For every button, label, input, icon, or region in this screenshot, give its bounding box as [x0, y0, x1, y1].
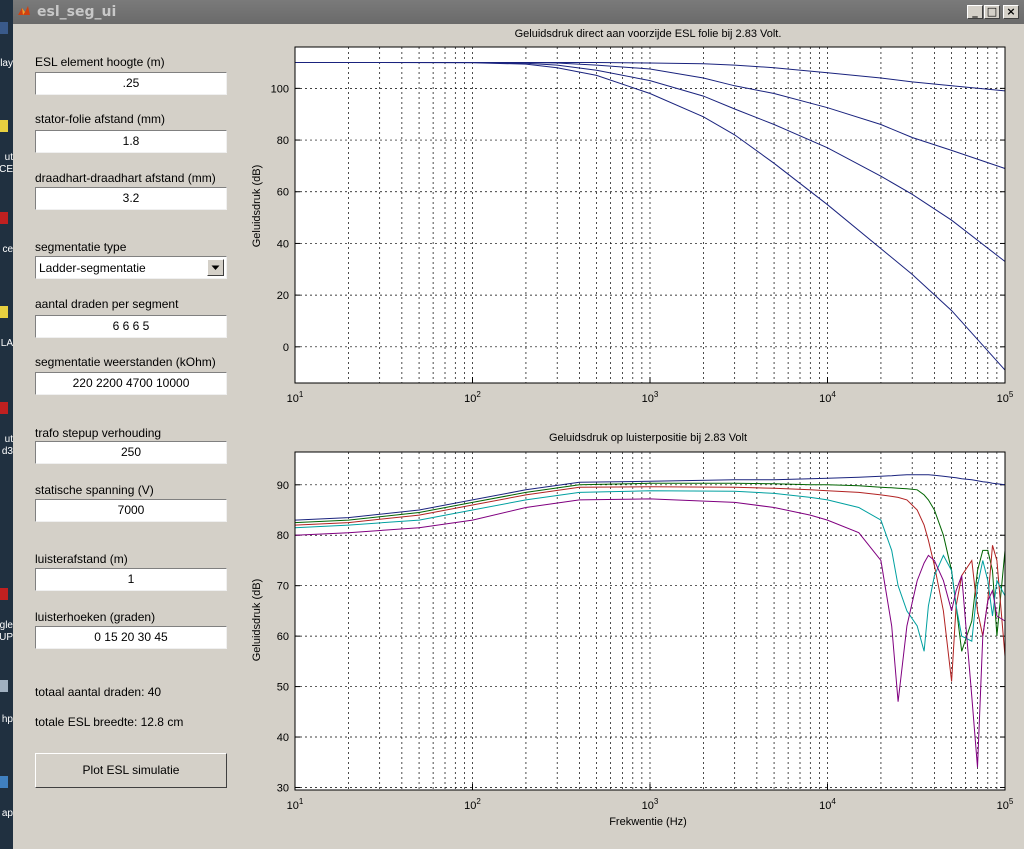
front-pressure-chart: 0 20 40 60 80 100 101 102 103 104 105: [271, 46, 1014, 405]
x-tick-label: 103: [642, 390, 659, 405]
y-tick-label: 50: [277, 682, 289, 694]
chevron-down-icon: [211, 265, 220, 270]
y-tick-label: 40: [277, 732, 289, 744]
desktop-strip: lay ut CE ce LA ut d3 gle UP hp ap: [0, 0, 13, 849]
y-tick-label: 80: [277, 135, 289, 147]
y-tick-label: 90: [277, 480, 289, 492]
desktop-label: d3: [1, 446, 13, 457]
matlab-icon: [18, 6, 30, 15]
x-tick-label: 105: [997, 390, 1014, 405]
x-tick-label: 103: [642, 797, 659, 812]
app-icon[interactable]: [0, 212, 8, 224]
segmentation-type-value: Ladder-segmentatie: [39, 261, 146, 275]
chart1-title: Geluidsdruk direct aan voorzijde ESL fol…: [514, 28, 782, 40]
listening-pressure-chart: 30 40 50 60 70 80 90 101 102 103 104 105: [277, 451, 1014, 812]
listen-distance-input[interactable]: 1: [35, 568, 227, 591]
x-tick-label: 102: [464, 797, 481, 812]
x-tick-label: 104: [819, 390, 836, 405]
chart2-ylabel: Geluidsdruk (dB): [251, 578, 263, 662]
series-line: [294, 486, 1006, 682]
desktop-label: ut: [4, 152, 13, 163]
segmentation-type-label: segmentatie type: [35, 240, 127, 254]
wire-pitch-input[interactable]: 3.2: [35, 187, 227, 210]
wire-pitch-label: draadhart-draadhart afstand (mm): [35, 171, 216, 185]
y-tick-label: 100: [271, 83, 289, 95]
y-tick-label: 70: [277, 581, 289, 593]
desktop-label: UP: [0, 632, 13, 643]
app-icon[interactable]: [0, 680, 8, 692]
plot-frame: [294, 46, 1006, 384]
y-tick-label: 40: [277, 238, 289, 250]
listen-angles-label: luisterhoeken (graden): [35, 610, 156, 624]
chart1-ylabel: Geluidsdruk (dB): [251, 164, 263, 248]
bias-voltage-label: statische spanning (V): [35, 483, 154, 497]
series-line: [294, 474, 1006, 521]
y-tick-label: 20: [277, 290, 289, 302]
series-line: [294, 490, 1006, 652]
y-tick-label: 60: [277, 187, 289, 199]
segmentation-type-select[interactable]: Ladder-segmentatie: [35, 256, 227, 279]
bias-voltage-input[interactable]: 7000: [35, 499, 227, 522]
plot-frame: [294, 451, 1006, 791]
y-tick-label: 60: [277, 631, 289, 643]
desktop-label: hp: [1, 714, 13, 725]
desktop-app-icon[interactable]: [0, 22, 8, 34]
trafo-ratio-label: trafo stepup verhouding: [35, 426, 162, 440]
charts-canvas: 0 20 40 60 80 100 101 102 103 104 105 30 40 50 60 70 80…: [271, 46, 1014, 812]
wires-per-segment-input[interactable]: 6 6 6 5: [35, 315, 227, 338]
total-width-text: totale ESL breedte: 12.8 cm: [35, 715, 184, 729]
element-height-input[interactable]: .25: [35, 72, 227, 95]
plot-simulation-button[interactable]: Plot ESL simulatie: [35, 753, 227, 788]
window-title: esl_seg_ui: [37, 4, 117, 20]
folder-icon[interactable]: [0, 120, 8, 132]
maximize-button[interactable]: □: [984, 5, 1000, 19]
total-wires-text: totaal aantal draden: 40: [35, 685, 162, 699]
app-window: esl_seg_ui _ □ × ESL element hoogte (m) …: [13, 0, 1024, 849]
minimize-button[interactable]: _: [967, 5, 983, 19]
series-line: [294, 482, 1006, 652]
y-tick-label: 0: [283, 342, 289, 354]
dropdown-arrow-button[interactable]: [207, 259, 224, 276]
element-height-label: ESL element hoogte (m): [35, 55, 165, 69]
x-tick-label: 101: [287, 390, 304, 405]
close-button[interactable]: ×: [1003, 5, 1019, 19]
trafo-ratio-input[interactable]: 250: [35, 441, 227, 464]
chart2-xlabel: Frekwentie (Hz): [609, 816, 687, 828]
desktop-label: ut: [4, 434, 13, 445]
x-tick-label: 104: [819, 797, 836, 812]
folder-icon[interactable]: [0, 306, 8, 318]
desktop-label: ce: [2, 244, 13, 255]
x-tick-label: 101: [287, 797, 304, 812]
wires-per-segment-label: aantal draden per segment: [35, 297, 179, 311]
app-icon[interactable]: [0, 776, 8, 788]
segment-resistors-label: segmentatie weerstanden (kOhm): [35, 355, 216, 369]
app-icon[interactable]: [0, 402, 8, 414]
stator-gap-input[interactable]: 1.8: [35, 130, 227, 153]
stator-gap-label: stator-folie afstand (mm): [35, 112, 166, 126]
segment-resistors-input[interactable]: 220 2200 4700 10000: [35, 372, 227, 395]
series-line: [295, 62, 1006, 371]
title-bar[interactable]: esl_seg_ui _ □ ×: [13, 0, 1024, 24]
desktop-label: lay: [0, 58, 13, 69]
desktop-label: CE: [0, 164, 13, 175]
x-tick-label: 105: [997, 797, 1014, 812]
desktop-label: gle: [0, 620, 13, 631]
desktop-label: LA: [0, 338, 13, 349]
series-line: [294, 498, 1006, 768]
y-tick-label: 30: [277, 782, 289, 794]
x-tick-label: 102: [464, 390, 481, 405]
desktop-label: ap: [1, 808, 13, 819]
chart2-title: Geluidsdruk op luisterpositie bij 2.83 V…: [548, 432, 748, 444]
app-icon[interactable]: [0, 588, 8, 600]
y-tick-label: 80: [277, 530, 289, 542]
listen-angles-input[interactable]: 0 15 20 30 45: [35, 626, 227, 649]
listen-distance-label: luisterafstand (m): [35, 552, 128, 566]
